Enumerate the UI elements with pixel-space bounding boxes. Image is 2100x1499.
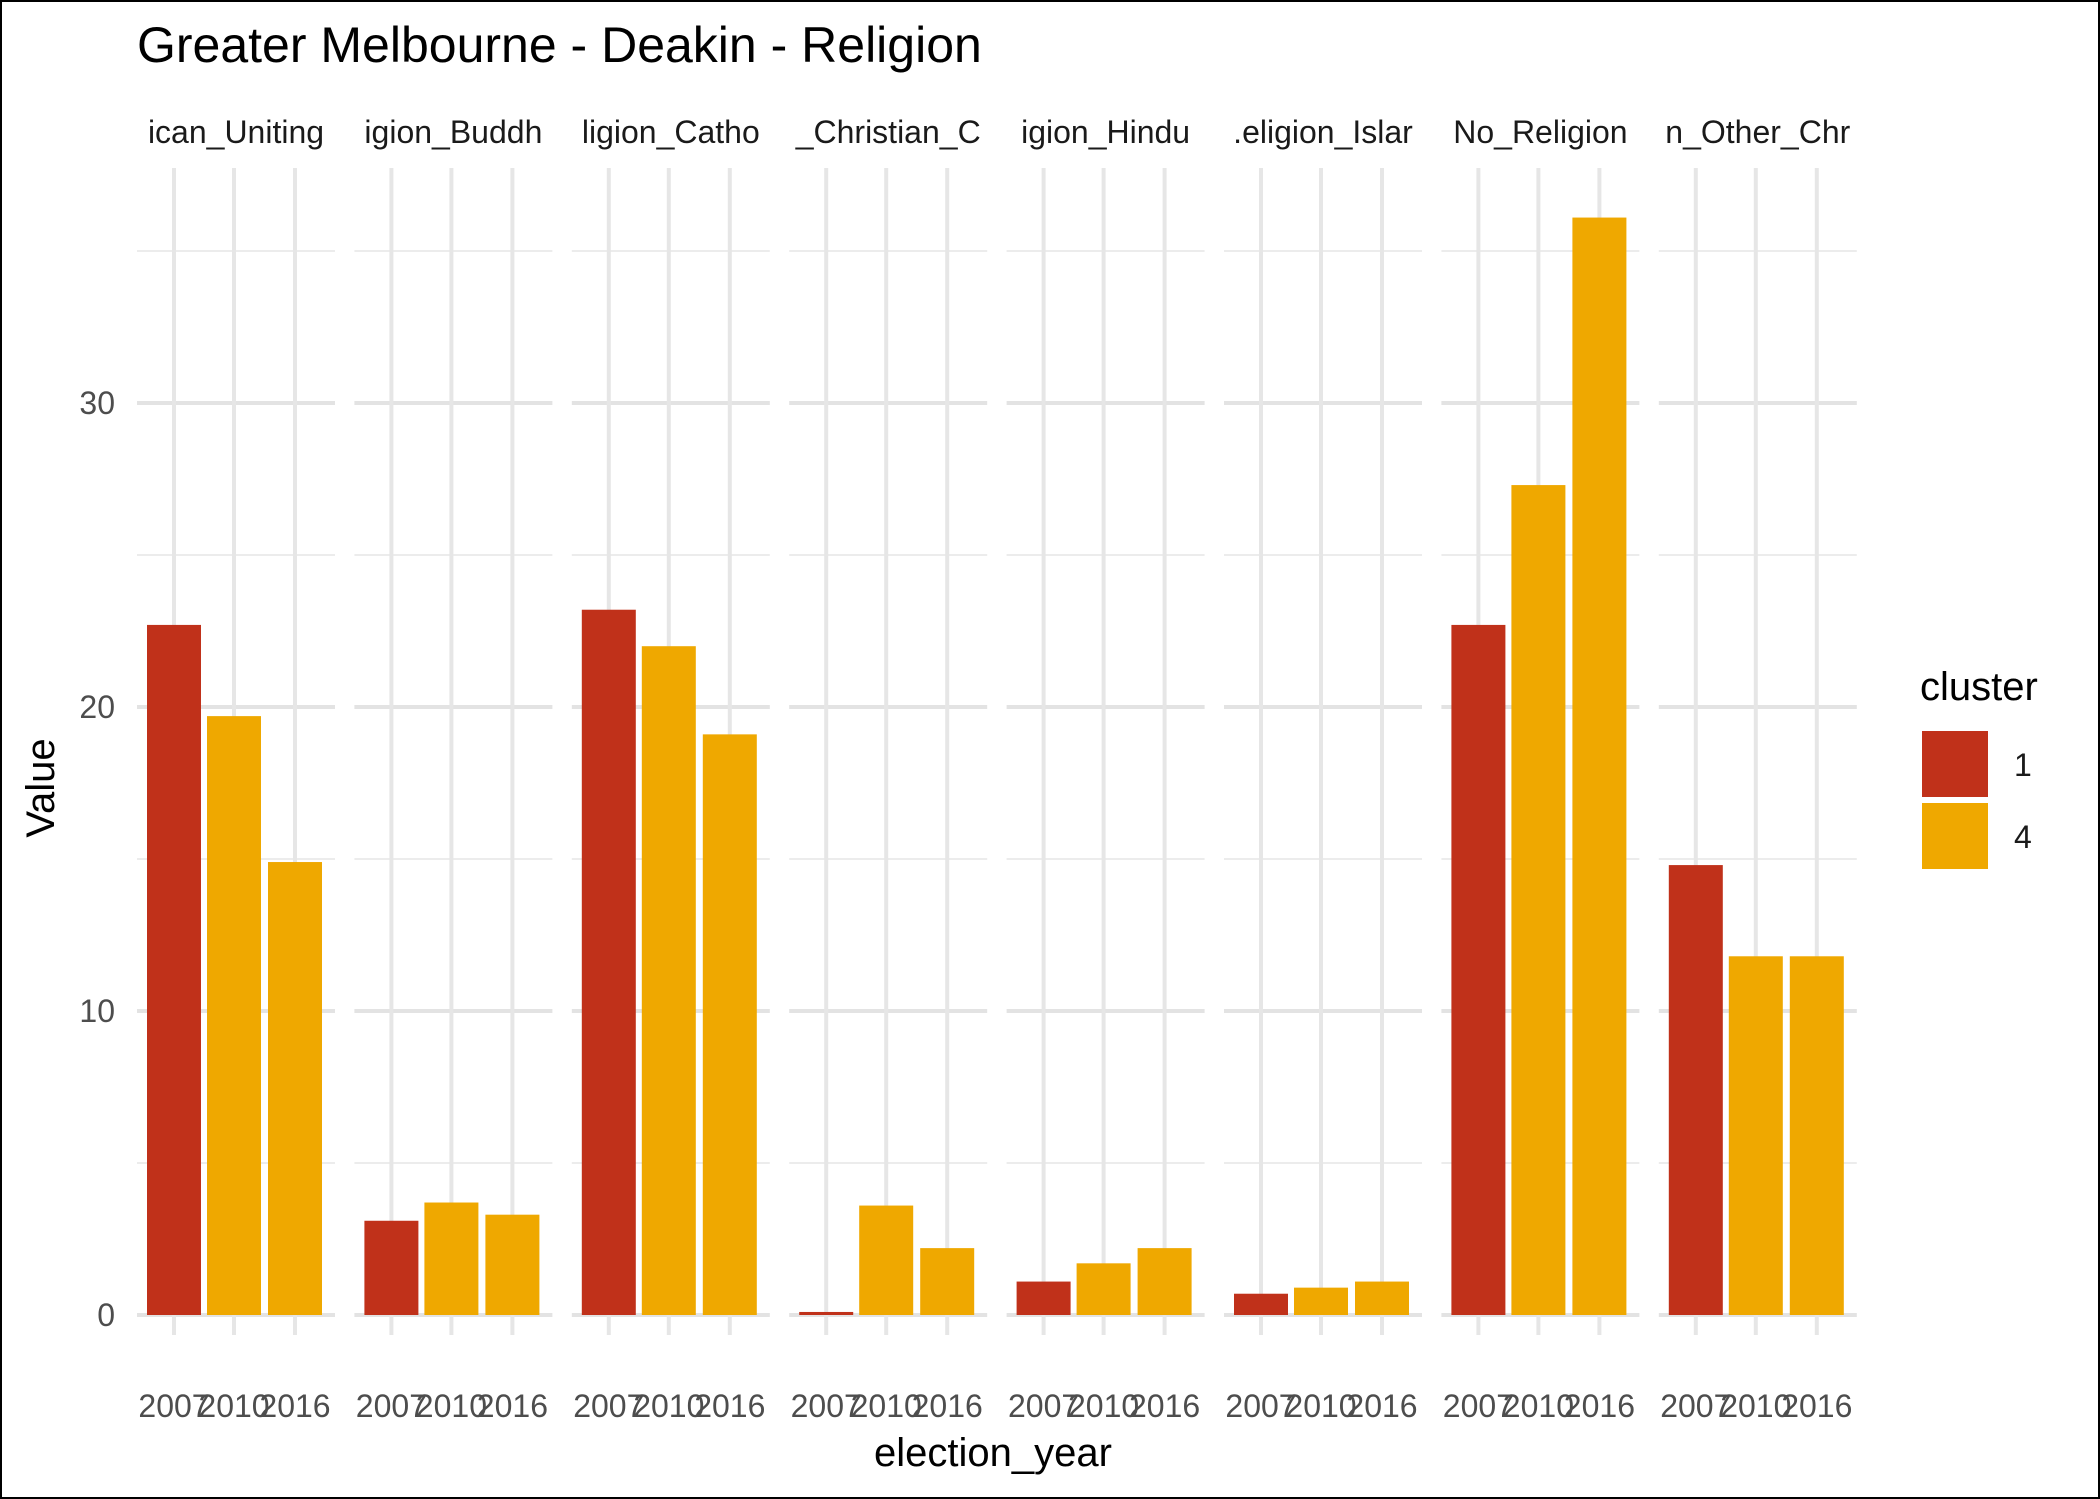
x-tick-label: 2010 bbox=[1720, 1388, 1791, 1424]
bar bbox=[1294, 1287, 1348, 1315]
facet-strip-label: ican_Uniting bbox=[148, 114, 324, 150]
bar bbox=[1137, 1248, 1192, 1315]
x-tick-label: 2016 bbox=[1564, 1388, 1635, 1424]
x-tick-label: 2010 bbox=[1503, 1388, 1574, 1424]
x-tick-label: 2007 bbox=[138, 1388, 209, 1424]
x-tick-label: 2010 bbox=[633, 1388, 704, 1424]
bar bbox=[364, 1220, 419, 1315]
bar bbox=[641, 646, 696, 1315]
bar bbox=[147, 624, 201, 1315]
x-tick-label: 2016 bbox=[1129, 1388, 1200, 1424]
x-tick-label: 2007 bbox=[573, 1388, 644, 1424]
bar bbox=[268, 862, 322, 1315]
bar bbox=[702, 734, 757, 1315]
y-axis-title: Value bbox=[19, 738, 63, 837]
x-tick-label: 2016 bbox=[1346, 1388, 1417, 1424]
facet-strip-label: _Christian_C bbox=[795, 114, 981, 150]
legend-key bbox=[1922, 803, 1988, 869]
x-tick-label: 2016 bbox=[694, 1388, 765, 1424]
x-axis-title: election_year bbox=[874, 1431, 1112, 1475]
x-tick-label: 2016 bbox=[477, 1388, 548, 1424]
x-tick-label: 2007 bbox=[1443, 1388, 1514, 1424]
label-layer: 0102030ican_Uniting200720102016igion_Bud… bbox=[79, 114, 1852, 1424]
x-tick-label: 2010 bbox=[851, 1388, 922, 1424]
bar bbox=[424, 1202, 479, 1315]
facet-strip-label: .eligion_Islar bbox=[1233, 114, 1413, 150]
facet-strip-label: ligion_Catho bbox=[582, 114, 760, 150]
bar bbox=[1234, 1293, 1288, 1315]
x-tick-label: 2016 bbox=[259, 1388, 330, 1424]
x-tick-label: 2010 bbox=[1285, 1388, 1356, 1424]
bar bbox=[581, 609, 636, 1315]
bar bbox=[485, 1214, 540, 1315]
bar bbox=[1016, 1281, 1071, 1315]
bar bbox=[859, 1205, 914, 1315]
bar bbox=[1572, 217, 1627, 1315]
bar-layer bbox=[147, 217, 1844, 1316]
x-tick-label: 2007 bbox=[1225, 1388, 1296, 1424]
bar bbox=[1668, 865, 1723, 1315]
chart-title: Greater Melbourne - Deakin - Religion bbox=[137, 17, 982, 73]
legend-label: 4 bbox=[2014, 819, 2032, 855]
y-tick-label: 20 bbox=[79, 689, 115, 725]
legend: cluster 1 4 bbox=[1920, 665, 2038, 869]
y-tick-label: 10 bbox=[79, 993, 115, 1029]
facet-strip-label: igion_Buddh bbox=[364, 114, 542, 150]
x-tick-label: 2016 bbox=[1781, 1388, 1852, 1424]
x-tick-label: 2007 bbox=[356, 1388, 427, 1424]
bar bbox=[1076, 1263, 1131, 1315]
facet-strip-label: igion_Hindu bbox=[1021, 114, 1190, 150]
bar bbox=[1355, 1281, 1409, 1315]
x-tick-label: 2016 bbox=[912, 1388, 983, 1424]
bar bbox=[1511, 485, 1566, 1316]
legend-label: 1 bbox=[2014, 747, 2032, 783]
facet-strip-label: No_Religion bbox=[1453, 114, 1627, 150]
bar bbox=[1789, 956, 1844, 1315]
x-tick-label: 2007 bbox=[791, 1388, 862, 1424]
bar bbox=[1451, 624, 1506, 1315]
x-tick-label: 2010 bbox=[416, 1388, 487, 1424]
bar bbox=[799, 1311, 854, 1315]
bar bbox=[1728, 956, 1783, 1315]
legend-key bbox=[1922, 731, 1988, 797]
bar bbox=[920, 1248, 975, 1315]
bar bbox=[207, 716, 261, 1315]
y-tick-label: 30 bbox=[79, 385, 115, 421]
x-tick-label: 2010 bbox=[1068, 1388, 1139, 1424]
y-tick-label: 0 bbox=[97, 1297, 115, 1333]
facet-strip-label: n_Other_Chr bbox=[1665, 114, 1850, 150]
x-tick-label: 2007 bbox=[1660, 1388, 1731, 1424]
x-tick-label: 2007 bbox=[1008, 1388, 1079, 1424]
x-tick-label: 2010 bbox=[198, 1388, 269, 1424]
legend-title: cluster bbox=[1920, 665, 2038, 709]
